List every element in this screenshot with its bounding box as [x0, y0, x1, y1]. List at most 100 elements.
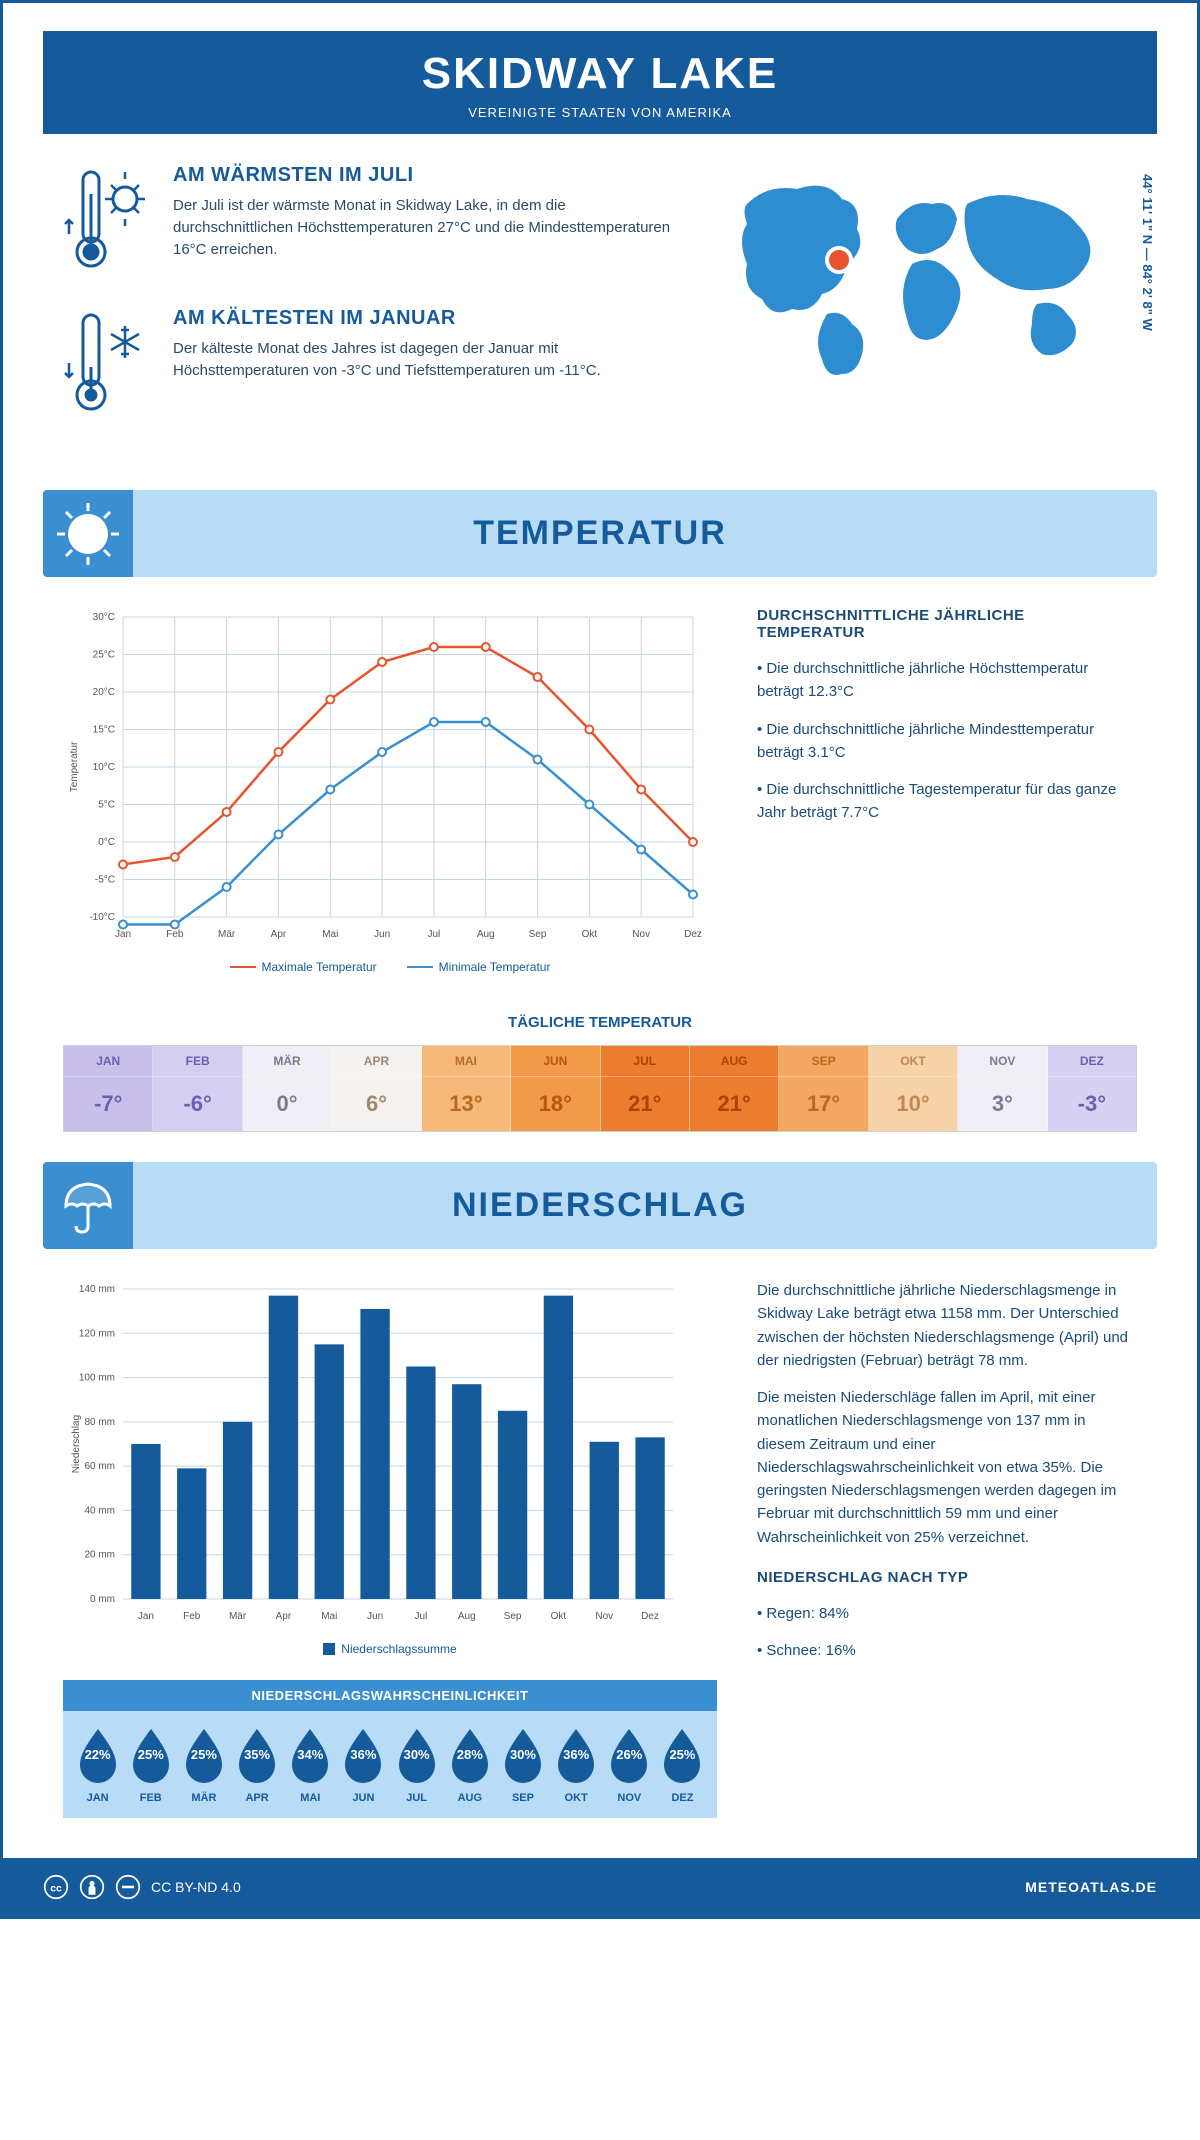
daily-cell: APR6°: [332, 1046, 421, 1131]
svg-text:Jun: Jun: [374, 929, 390, 940]
svg-text:30°C: 30°C: [93, 612, 115, 623]
svg-text:80 mm: 80 mm: [84, 1417, 115, 1428]
probability-drop: 28%AUG: [443, 1725, 496, 1804]
svg-text:Jan: Jan: [115, 929, 131, 940]
daily-cell: JAN-7°: [64, 1046, 153, 1131]
site-name: METEOATLAS.DE: [1025, 1879, 1157, 1895]
intro-section: AM WÄRMSTEN IM JULI Der Juli ist der wär…: [3, 134, 1197, 480]
svg-text:Jul: Jul: [428, 929, 441, 940]
world-map: 44° 11' 1" N — 84° 2' 8" W: [717, 164, 1137, 450]
daily-cell: JUL21°: [601, 1046, 690, 1131]
svg-text:Mär: Mär: [218, 929, 236, 940]
warmest-text: Der Juli ist der wärmste Monat in Skidwa…: [173, 195, 677, 260]
probability-drop: 30%SEP: [496, 1725, 549, 1804]
probability-drop: 34%MAI: [284, 1725, 337, 1804]
daily-cell: JUN18°: [511, 1046, 600, 1131]
svg-text:120 mm: 120 mm: [79, 1328, 115, 1339]
svg-text:Dez: Dez: [641, 1611, 659, 1622]
temperature-legend: Maximale Temperatur Minimale Temperatur: [63, 960, 717, 974]
svg-text:Mär: Mär: [229, 1611, 247, 1622]
svg-text:Feb: Feb: [166, 929, 184, 940]
temperature-header: TEMPERATUR: [43, 490, 1157, 577]
svg-text:40 mm: 40 mm: [84, 1505, 115, 1516]
probability-drop: 36%OKT: [550, 1725, 603, 1804]
page-subtitle: VEREINIGTE STAATEN VON AMERIKA: [43, 105, 1157, 120]
probability-drop: 36%JUN: [337, 1725, 390, 1804]
daily-cell: OKT10°: [869, 1046, 958, 1131]
svg-text:20°C: 20°C: [93, 687, 115, 698]
svg-text:Sep: Sep: [504, 1611, 522, 1622]
coldest-block: AM KÄLTESTEN IM JANUAR Der kälteste Mona…: [63, 307, 677, 422]
svg-text:100 mm: 100 mm: [79, 1373, 115, 1384]
probability-drop: 25%FEB: [124, 1725, 177, 1804]
footer: cc CC BY-ND 4.0 METEOATLAS.DE: [3, 1858, 1197, 1916]
svg-text:cc: cc: [50, 1883, 62, 1894]
svg-text:0°C: 0°C: [98, 837, 115, 848]
temperature-title: TEMPERATUR: [43, 514, 1157, 553]
warmest-title: AM WÄRMSTEN IM JULI: [173, 164, 677, 187]
svg-text:0 mm: 0 mm: [90, 1594, 115, 1605]
svg-text:Aug: Aug: [477, 929, 495, 940]
svg-text:20 mm: 20 mm: [84, 1550, 115, 1561]
probability-drop: 25%MÄR: [177, 1725, 230, 1804]
svg-text:Temperatur: Temperatur: [69, 741, 80, 792]
sun-icon: [43, 490, 133, 577]
svg-text:Sep: Sep: [529, 929, 547, 940]
probability-drop: 35%APR: [231, 1725, 284, 1804]
svg-text:10°C: 10°C: [93, 762, 115, 773]
coldest-text: Der kälteste Monat des Jahres ist dagege…: [173, 338, 677, 382]
daily-cell: SEP17°: [779, 1046, 868, 1131]
svg-text:Jun: Jun: [367, 1611, 383, 1622]
svg-text:Feb: Feb: [183, 1611, 201, 1622]
probability-title: NIEDERSCHLAGSWAHRSCHEINLICHKEIT: [63, 1680, 717, 1711]
coldest-title: AM KÄLTESTEN IM JANUAR: [173, 307, 677, 330]
svg-text:Nov: Nov: [632, 929, 650, 940]
coordinates: 44° 11' 1" N — 84° 2' 8" W: [1140, 174, 1155, 331]
infographic-page: SKIDWAY LAKE VEREINIGTE STAATEN VON AMER…: [0, 0, 1200, 1919]
header-banner: SKIDWAY LAKE VEREINIGTE STAATEN VON AMER…: [43, 31, 1157, 134]
svg-text:Jan: Jan: [138, 1611, 154, 1622]
daily-temp-title: TÄGLICHE TEMPERATUR: [3, 1014, 1197, 1031]
precipitation-legend: Niederschlagssumme: [63, 1642, 717, 1656]
svg-text:Apr: Apr: [276, 1611, 292, 1622]
probability-drop: 25%DEZ: [656, 1725, 709, 1804]
svg-text:Nov: Nov: [595, 1611, 613, 1622]
svg-text:Okt: Okt: [551, 1611, 567, 1622]
svg-text:-10°C: -10°C: [89, 912, 115, 923]
temperature-summary: DURCHSCHNITTLICHE JÄHRLICHE TEMPERATUR •…: [757, 607, 1137, 974]
thermometer-snow-icon: [63, 307, 153, 422]
svg-text:Aug: Aug: [458, 1611, 476, 1622]
daily-cell: FEB-6°: [153, 1046, 242, 1131]
daily-cell: NOV3°: [958, 1046, 1047, 1131]
temperature-chart: -10°C-5°C0°C5°C10°C15°C20°C25°C30°CJanFe…: [63, 607, 717, 974]
location-pin-icon: [825, 246, 853, 274]
svg-text:140 mm: 140 mm: [79, 1284, 115, 1295]
svg-text:Mai: Mai: [321, 1611, 337, 1622]
page-title: SKIDWAY LAKE: [43, 49, 1157, 99]
thermometer-sun-icon: [63, 164, 153, 279]
svg-text:Okt: Okt: [582, 929, 598, 940]
svg-text:15°C: 15°C: [93, 725, 115, 736]
svg-text:Jul: Jul: [415, 1611, 428, 1622]
precipitation-header: NIEDERSCHLAG: [43, 1162, 1157, 1249]
svg-text:Dez: Dez: [684, 929, 702, 940]
daily-cell: MÄR0°: [243, 1046, 332, 1131]
daily-temp-table: JAN-7°FEB-6°MÄR0°APR6°MAI13°JUN18°JUL21°…: [63, 1045, 1137, 1132]
probability-drop: 30%JUL: [390, 1725, 443, 1804]
svg-text:60 mm: 60 mm: [84, 1461, 115, 1472]
svg-text:5°C: 5°C: [98, 800, 115, 811]
license: cc CC BY-ND 4.0: [43, 1874, 241, 1900]
svg-text:Mai: Mai: [322, 929, 338, 940]
probability-drop: 26%NOV: [603, 1725, 656, 1804]
daily-cell: MAI13°: [422, 1046, 511, 1131]
probability-drop: 22%JAN: [71, 1725, 124, 1804]
precipitation-title: NIEDERSCHLAG: [43, 1186, 1157, 1225]
daily-cell: DEZ-3°: [1048, 1046, 1136, 1131]
svg-text:25°C: 25°C: [93, 650, 115, 661]
precipitation-summary: Die durchschnittliche jährliche Niedersc…: [757, 1279, 1137, 1818]
umbrella-icon: [43, 1162, 133, 1249]
daily-cell: AUG21°: [690, 1046, 779, 1131]
probability-row: 22%JAN25%FEB25%MÄR35%APR34%MAI36%JUN30%J…: [63, 1711, 717, 1818]
svg-text:Niederschlag: Niederschlag: [71, 1415, 82, 1473]
precipitation-chart: 0 mm 20 mm 40 mm 60 mm 80 mm 100 mm 120 mm 140 …: [63, 1279, 717, 1818]
